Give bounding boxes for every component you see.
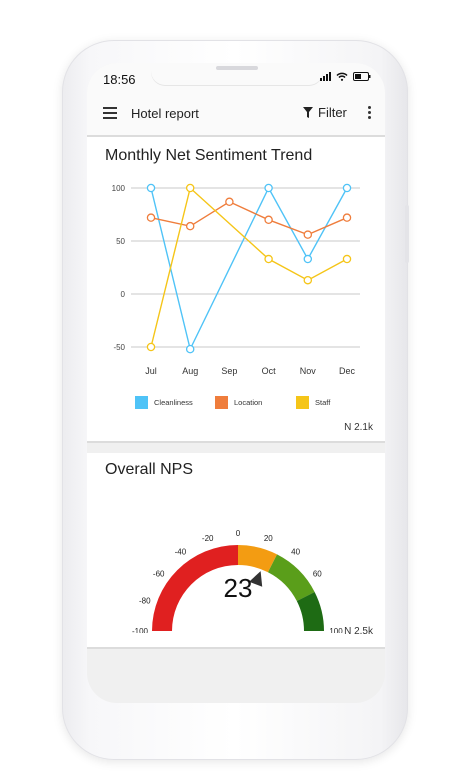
gauge-segment: [267, 554, 315, 602]
gauge-tick-label: 20: [264, 534, 273, 543]
data-point: [303, 254, 313, 264]
data-point: [264, 215, 273, 225]
wifi-icon: [336, 72, 348, 81]
hamburger-menu-icon[interactable]: [103, 107, 117, 119]
gauge-tick-label: 40: [291, 548, 300, 557]
data-point: [185, 344, 195, 354]
x-tick-label: Oct: [262, 366, 277, 376]
gauge-tick-label: 0: [236, 529, 241, 538]
app-bar: Hotel report Filter: [87, 93, 385, 137]
data-point: [264, 254, 273, 264]
gauge-pointer: [249, 571, 263, 587]
trend-card: Monthly Net Sentiment Trend 100 50 0 -50 Jul…: [87, 137, 385, 441]
gauge-tick-label: -60: [153, 569, 165, 578]
y-tick-label: 100: [112, 184, 126, 193]
signal-icon: [320, 72, 331, 81]
nps-card-title: Overall NPS: [105, 461, 194, 478]
nps-value: 23: [223, 573, 253, 603]
legend-swatch: [296, 396, 309, 409]
speaker-grille: [216, 66, 258, 70]
series-line: [150, 186, 348, 348]
data-point: [342, 213, 352, 222]
status-time: 18:56: [103, 72, 136, 87]
data-point: [146, 342, 156, 352]
legend-label: Cleanliness: [154, 398, 193, 407]
gauge-tick-label: -80: [139, 597, 151, 606]
app-title: Hotel report: [131, 106, 199, 121]
filter-button[interactable]: Filter: [303, 105, 347, 120]
gauge-tick-label: -40: [175, 548, 187, 557]
nps-card: Overall NPS -100 -80 -60 -40 -20 0 20 40 60 100 2…: [87, 453, 385, 647]
card-divider: [87, 441, 385, 443]
battery-icon: [353, 72, 371, 81]
y-tick-label: 50: [116, 237, 125, 246]
trend-card-title: Monthly Net Sentiment Trend: [105, 147, 313, 164]
notch: [151, 63, 323, 85]
card-divider-bottom: [87, 647, 385, 649]
y-tick-label: 0: [121, 290, 126, 299]
status-bar: 18:56: [87, 63, 385, 93]
gauge-tick-label: 100: [329, 627, 343, 633]
gauge-segment: [152, 545, 238, 631]
gauge-tick-label: -20: [202, 534, 214, 543]
nps-count: N 2.5k: [344, 626, 373, 637]
data-point: [264, 183, 273, 193]
gauge-segment: [238, 545, 278, 573]
y-tick-label: -50: [113, 343, 125, 352]
filter-label: Filter: [318, 105, 347, 120]
data-point: [342, 254, 352, 264]
gauge-segment: [296, 591, 324, 631]
data-point: [303, 230, 313, 239]
data-point: [146, 183, 156, 193]
gauge-tick-label: 60: [313, 569, 322, 578]
phone-side-button: [405, 205, 409, 263]
series-line: [150, 186, 348, 352]
filter-icon: [303, 107, 313, 118]
gauge-tick-label: -100: [132, 627, 149, 633]
data-point: [146, 213, 156, 222]
legend-label: Staff: [315, 398, 331, 407]
nps-gauge: -100 -80 -60 -40 -20 0 20 40 60 100: [132, 529, 343, 633]
data-point: [225, 197, 234, 207]
phone-screen: 18:56 Hotel report: [87, 63, 385, 703]
more-options-icon[interactable]: [368, 106, 372, 121]
x-tick-label: Aug: [182, 366, 198, 376]
x-tick-label: Jul: [145, 366, 157, 376]
series-line: [150, 200, 348, 236]
data-point: [342, 183, 352, 193]
x-tick-label: Dec: [339, 366, 356, 376]
data-point: [185, 221, 195, 231]
legend-label: Location: [234, 398, 262, 407]
trend-count: N 2.1k: [344, 422, 373, 433]
x-tick-label: Nov: [300, 366, 317, 376]
legend-swatch: [135, 396, 148, 409]
legend-swatch: [215, 396, 228, 409]
data-point: [303, 275, 313, 285]
system-icons: [320, 72, 371, 81]
sentiment-trend-chart: 100 50 0 -50 Jul Aug Sep Oct Nov Dec Cleanliness Lo…: [112, 183, 360, 409]
x-tick-label: Sep: [221, 366, 237, 376]
data-point: [185, 183, 195, 193]
